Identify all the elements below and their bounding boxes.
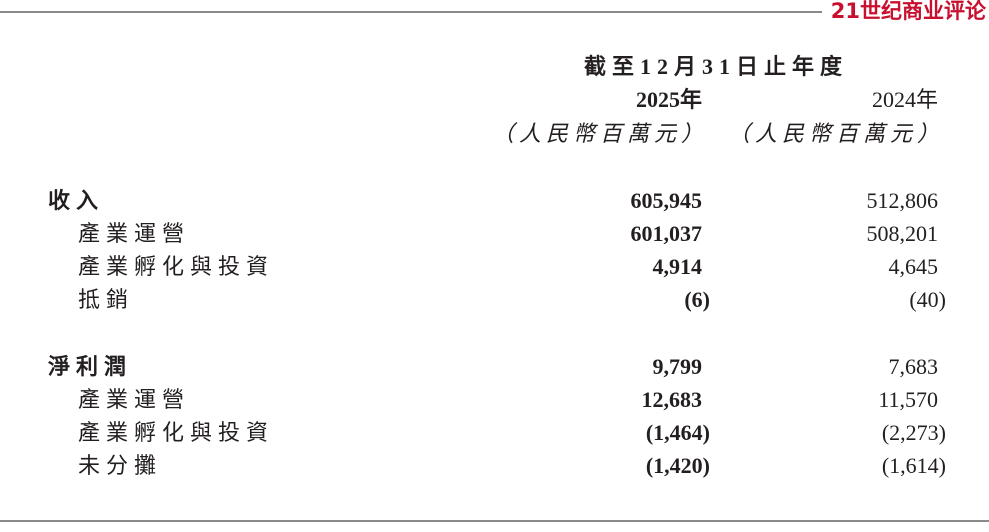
table-value: 601,037 <box>631 221 703 246</box>
table-value: 508,201 <box>867 221 939 246</box>
section-label: 收入 <box>48 188 104 213</box>
column-header: 2024年 <box>872 87 938 112</box>
row-label: 產業運營 <box>78 221 190 246</box>
table-value: 12,683 <box>642 387 703 412</box>
table-value: 4,914 <box>653 254 703 279</box>
row-label: 產業孵化與投資 <box>78 254 274 279</box>
table-value: 7,683 <box>889 354 939 379</box>
row-label: 未分攤 <box>78 453 162 478</box>
table-value: 11,570 <box>878 387 938 412</box>
unit-label: （人民幣百萬元） <box>728 121 944 146</box>
table-value: (1,614) <box>882 453 946 478</box>
period-header: 截至12月31日止年度 <box>584 54 848 79</box>
section-label: 淨利潤 <box>48 354 132 379</box>
table-value: (1,420) <box>646 453 710 478</box>
table-value: (40) <box>909 287 946 312</box>
table-value: 605,945 <box>631 188 703 213</box>
brand-logo: 21世纪商业评论 <box>831 0 987 23</box>
row-label: 抵銷 <box>78 287 134 312</box>
table-value: 4,645 <box>889 254 939 279</box>
row-label: 產業孵化與投資 <box>78 420 274 445</box>
table-value: 9,799 <box>653 354 703 379</box>
table-value: 512,806 <box>867 188 939 213</box>
row-label: 產業運營 <box>78 387 190 412</box>
table-value: (2,273) <box>882 420 946 445</box>
table-value: (1,464) <box>646 420 710 445</box>
table-value: (6) <box>684 287 710 312</box>
unit-label: （人民幣百萬元） <box>492 121 708 146</box>
column-header: 2025年 <box>636 87 702 112</box>
